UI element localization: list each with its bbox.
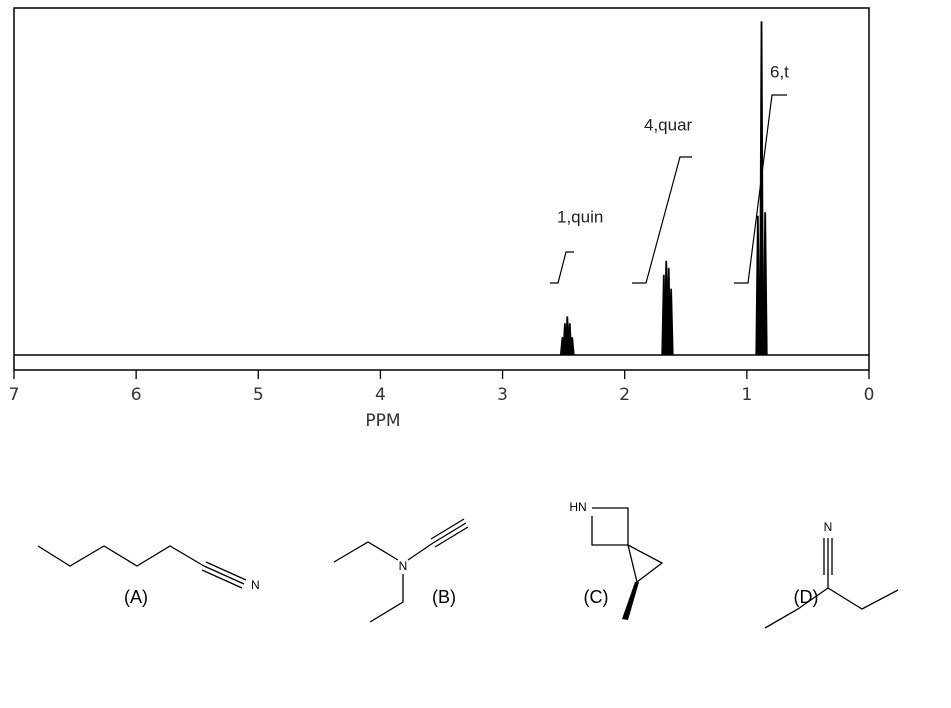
peak [762,212,768,356]
peak [569,337,575,356]
structure-label: (D) [794,587,819,607]
peak [668,288,674,356]
atom-label: HN [569,500,586,514]
structure-label: (A) [124,587,148,607]
structure-d: N (D) [764,520,899,629]
structure-label: (C) [584,587,609,607]
integral [632,156,692,284]
annotation: 1,quin [557,207,603,226]
atom-label: N [824,520,833,534]
peak [759,21,765,356]
x-tick-label: 5 [253,385,264,405]
x-tick-label: 4 [375,385,386,405]
x-tick-label: 2 [619,385,630,405]
atom-label: N [251,578,260,592]
structure-c: HN (C) [569,500,664,620]
x-tick-label: 3 [497,385,508,405]
atom-label: N [399,559,408,573]
x-axis-label: PPM [365,411,400,431]
annotation: 6,t [770,62,789,81]
structure-b: N (B) [333,518,469,623]
x-tick-label: 6 [131,385,142,405]
plot-frame [13,7,870,371]
x-tick-label: 1 [741,385,752,405]
structure-label: (B) [432,587,456,607]
x-tick-label: 7 [9,385,20,405]
integral [550,251,574,284]
peak [755,215,761,356]
structure-a: N (A) [37,545,260,607]
annotation: 4,quar [644,115,693,134]
x-tick-label: 0 [864,385,875,405]
